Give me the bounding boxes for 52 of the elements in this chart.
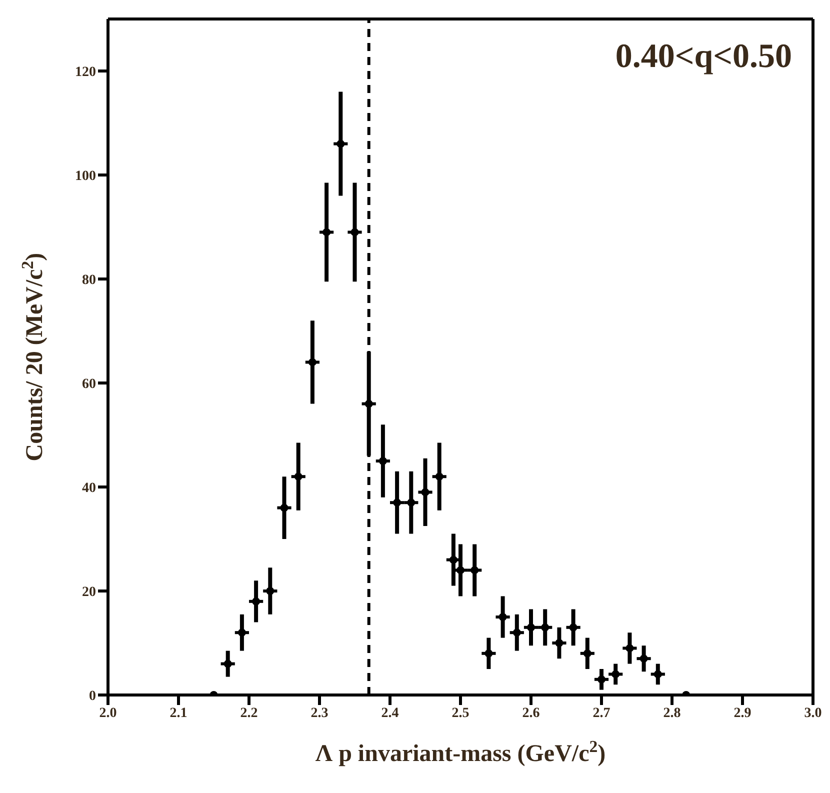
x-tick-label: 2.3 (310, 706, 328, 721)
point (350, 228, 359, 236)
point (252, 597, 260, 606)
x-tick-label: 2.0 (99, 706, 117, 721)
point (266, 587, 274, 595)
y-tick-label: 20 (82, 584, 96, 600)
point (456, 566, 464, 574)
point (470, 566, 479, 574)
point (407, 498, 416, 507)
point (435, 472, 444, 481)
x-tick-label: 2.4 (381, 706, 399, 721)
point (583, 649, 592, 658)
point (378, 457, 387, 465)
y-tick-label: 100 (75, 168, 96, 184)
point (322, 228, 331, 236)
point (626, 644, 634, 652)
x-tick-label: 2.8 (663, 706, 681, 721)
x-axis-title: Λ p invariant-mass (GeV/c$^{2}$) (315, 736, 606, 767)
point (654, 670, 662, 678)
point (541, 623, 550, 632)
point (280, 504, 288, 512)
point (498, 613, 507, 621)
y-tick-label: 40 (82, 480, 96, 496)
point (640, 654, 648, 663)
point (294, 472, 302, 481)
x-tick-label: 2.5 (452, 706, 470, 721)
x-tick-label: 2.6 (522, 706, 540, 721)
y-tick-label: 80 (82, 272, 96, 288)
point (336, 140, 345, 148)
annotation: 0.40<q<0.50 (615, 38, 792, 76)
point (612, 670, 620, 678)
x-tick-label: 2.1 (170, 706, 188, 721)
point (449, 556, 458, 564)
point (484, 649, 493, 658)
point (308, 358, 316, 366)
point (238, 628, 246, 637)
x-tick-label: 2.9 (734, 706, 752, 721)
point (421, 488, 430, 496)
point (224, 660, 232, 668)
point (598, 675, 606, 684)
x-tick-label: 2.7 (592, 706, 610, 721)
x-tick-label: 2.2 (240, 706, 258, 721)
point (527, 623, 535, 632)
y-tick-label: 0 (89, 688, 96, 704)
point (569, 623, 578, 632)
point (393, 498, 402, 507)
point (512, 628, 521, 637)
y-tick-label: 60 (82, 376, 96, 392)
x-tick-label: 3.0 (804, 706, 822, 721)
point (364, 400, 373, 408)
point (555, 639, 564, 647)
y-tick-label: 120 (75, 64, 96, 80)
